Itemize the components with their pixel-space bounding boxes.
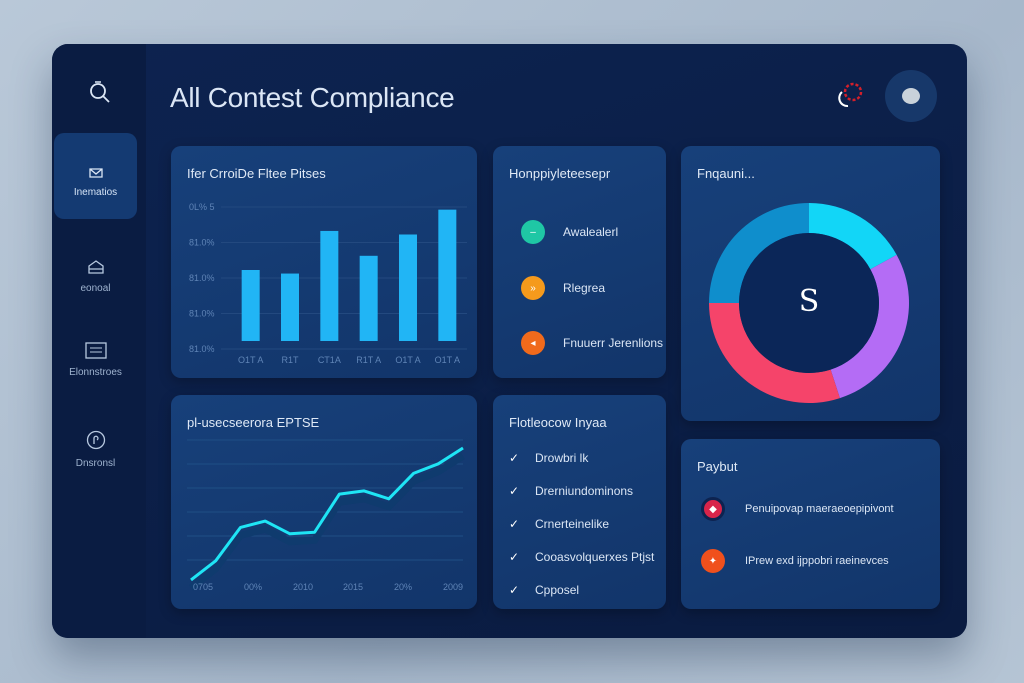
checklist-item[interactable]: ✓ Crnerteinelike — [509, 517, 609, 531]
status-label: Fnuuerr Jerenlions — [563, 336, 664, 350]
payout-card: Paybut ◆ Penuipovap maeraeoepipivont ✦ IPr… — [681, 439, 940, 609]
sun-icon: ✦ — [701, 549, 725, 573]
status-label: Rlegrea — [563, 281, 606, 295]
card-title: pl-usecseerora EPTSE — [187, 415, 320, 430]
archive-icon — [87, 260, 104, 274]
donut-slice — [809, 203, 897, 270]
alert-icon: ◂ — [521, 331, 545, 355]
check-icon: ✓ — [509, 484, 520, 498]
sidebar-item-eonoal[interactable]: eonoal — [54, 234, 137, 320]
status-dot-icon: – — [521, 220, 545, 244]
checklist-label: Drowbri lk — [535, 451, 589, 465]
payout-label: Penuipovap maeraeoepipivont — [745, 503, 894, 515]
checklist-label: Cooasvolquerxes Ptjst — [535, 550, 655, 564]
checklist-label: Cpposel — [535, 583, 580, 597]
x-tick-label: 00% — [244, 582, 262, 592]
y-tick-label: 81.0% — [189, 273, 215, 283]
bar — [241, 270, 260, 341]
x-tick-label: R1T A — [356, 355, 381, 365]
line-shadow — [188, 453, 465, 591]
checklist-label: Drerniundominons — [535, 484, 634, 498]
donut-card: Fnqauni... S — [681, 146, 940, 421]
y-tick-label: 81.0% — [189, 344, 215, 354]
donut-slice — [709, 203, 809, 303]
sidebar-item-elonnstroes[interactable]: Elonnstroes — [54, 322, 137, 408]
document-icon — [84, 342, 107, 359]
y-tick-label: 81.0% — [189, 238, 215, 248]
card-title: Flotleocow Inyaa — [509, 415, 607, 430]
checklist-card: Flotleocow Inyaa ✓ Drowbri lk ✓ Drerniundom… — [493, 395, 666, 609]
checklist-item[interactable]: ✓ Cpposel — [509, 583, 579, 597]
check-icon: ✓ — [509, 583, 520, 597]
bar — [281, 273, 299, 341]
x-tick-label: O1T A — [238, 355, 263, 365]
line-chart: 0705 00% 2010 2015 20% 2009 — [187, 439, 465, 592]
x-tick-label: 0705 — [193, 582, 213, 592]
sidebar-item-label: eonoal — [80, 283, 111, 294]
y-tick-label: 0L% 5 — [189, 202, 215, 212]
status-item[interactable]: – Awalealerl — [521, 220, 618, 244]
bar — [320, 230, 339, 341]
status-label: Awalealerl — [563, 225, 619, 239]
x-tick-label: O1T A — [395, 355, 420, 365]
line-series — [190, 446, 464, 582]
checklist-item[interactable]: ✓ Drowbri lk — [509, 451, 588, 465]
x-tick-label: R1T — [281, 355, 299, 365]
card-title: Fnqauni... — [697, 166, 755, 181]
notification-icon[interactable] — [832, 78, 872, 110]
bar — [399, 234, 417, 341]
app-window: Inematios eonoal Elonnstroes Dnsronsl Al… — [52, 44, 967, 638]
sidebar-item-dnsronsl[interactable]: Dnsronsl — [54, 412, 137, 498]
checklist-label: Crnerteinelike — [535, 517, 610, 531]
card-title: Honppiyleteesepr — [509, 166, 611, 181]
card-title: Paybut — [697, 459, 738, 474]
y-tick-label: 81.0% — [189, 309, 215, 319]
sidebar: Inematios eonoal Elonnstroes Dnsronsl — [52, 44, 146, 638]
donut-chart — [709, 203, 909, 403]
status-item[interactable]: ◂ Fnuuerr Jerenlions — [521, 331, 663, 355]
donut-slice — [830, 254, 909, 399]
avatar-face-icon — [902, 88, 920, 104]
x-tick-label: O1T A — [435, 355, 460, 365]
payout-label: IPrew exd ijppobri raeinevces — [745, 555, 889, 567]
line-chart-card: pl-usecseerora EPTSE 0705 00% 2010 2015 20% 2… — [171, 395, 477, 609]
circle-icon — [86, 430, 105, 450]
status-card: Honppiyleteesepr – Awalealerl » Rlegrea ◂ F… — [493, 146, 666, 378]
x-tick-label: 2010 — [293, 582, 313, 592]
sidebar-item-label: Dnsronsl — [75, 458, 116, 469]
sidebar-item-label: Inematios — [73, 187, 118, 198]
bar — [438, 209, 457, 341]
x-tick-label: CT1A — [318, 355, 341, 365]
sidebar-item-label: Elonnstroes — [69, 367, 122, 378]
status-item[interactable]: » Rlegrea — [521, 276, 605, 300]
page-title: All Contest Compliance — [170, 82, 455, 113]
bar — [359, 255, 378, 341]
checklist-item[interactable]: ✓ Drerniundominons — [509, 484, 633, 498]
donut-center-symbol: S — [798, 284, 820, 319]
x-tick-label: 2015 — [343, 582, 363, 592]
payout-item[interactable]: ◆ Penuipovap maeraeoepipivont — [701, 497, 894, 521]
x-tick-label: 2009 — [443, 582, 463, 592]
sidebar-item-inematios[interactable]: Inematios — [54, 133, 137, 219]
donut-hole — [739, 233, 879, 373]
check-icon: ✓ — [509, 451, 520, 465]
donut-slice — [709, 303, 840, 403]
check-icon: ✓ — [509, 517, 520, 531]
check-icon: ✓ — [509, 550, 520, 564]
inbox-icon — [88, 168, 103, 178]
search-icon[interactable] — [88, 80, 112, 104]
x-tick-label: 20% — [394, 582, 412, 592]
bar-chart-card: Ifer CrroiDe Fltee Pitses 81.0% 81.0% 81.0… — [171, 146, 477, 378]
checklist-item[interactable]: ✓ Cooasvolquerxes Ptjst — [509, 550, 654, 564]
diamond-icon: ◆ — [701, 497, 725, 521]
payout-item[interactable]: ✦ IPrew exd ijppobri raeinevces — [701, 549, 889, 573]
card-title: Ifer CrroiDe Fltee Pitses — [187, 166, 326, 181]
avatar[interactable] — [885, 70, 937, 122]
forward-icon: » — [521, 276, 545, 300]
bar-chart: 81.0% 81.0% 81.0% 81.0% 0L% 5 O1T A R1T CT1A R1T… — [189, 202, 467, 365]
